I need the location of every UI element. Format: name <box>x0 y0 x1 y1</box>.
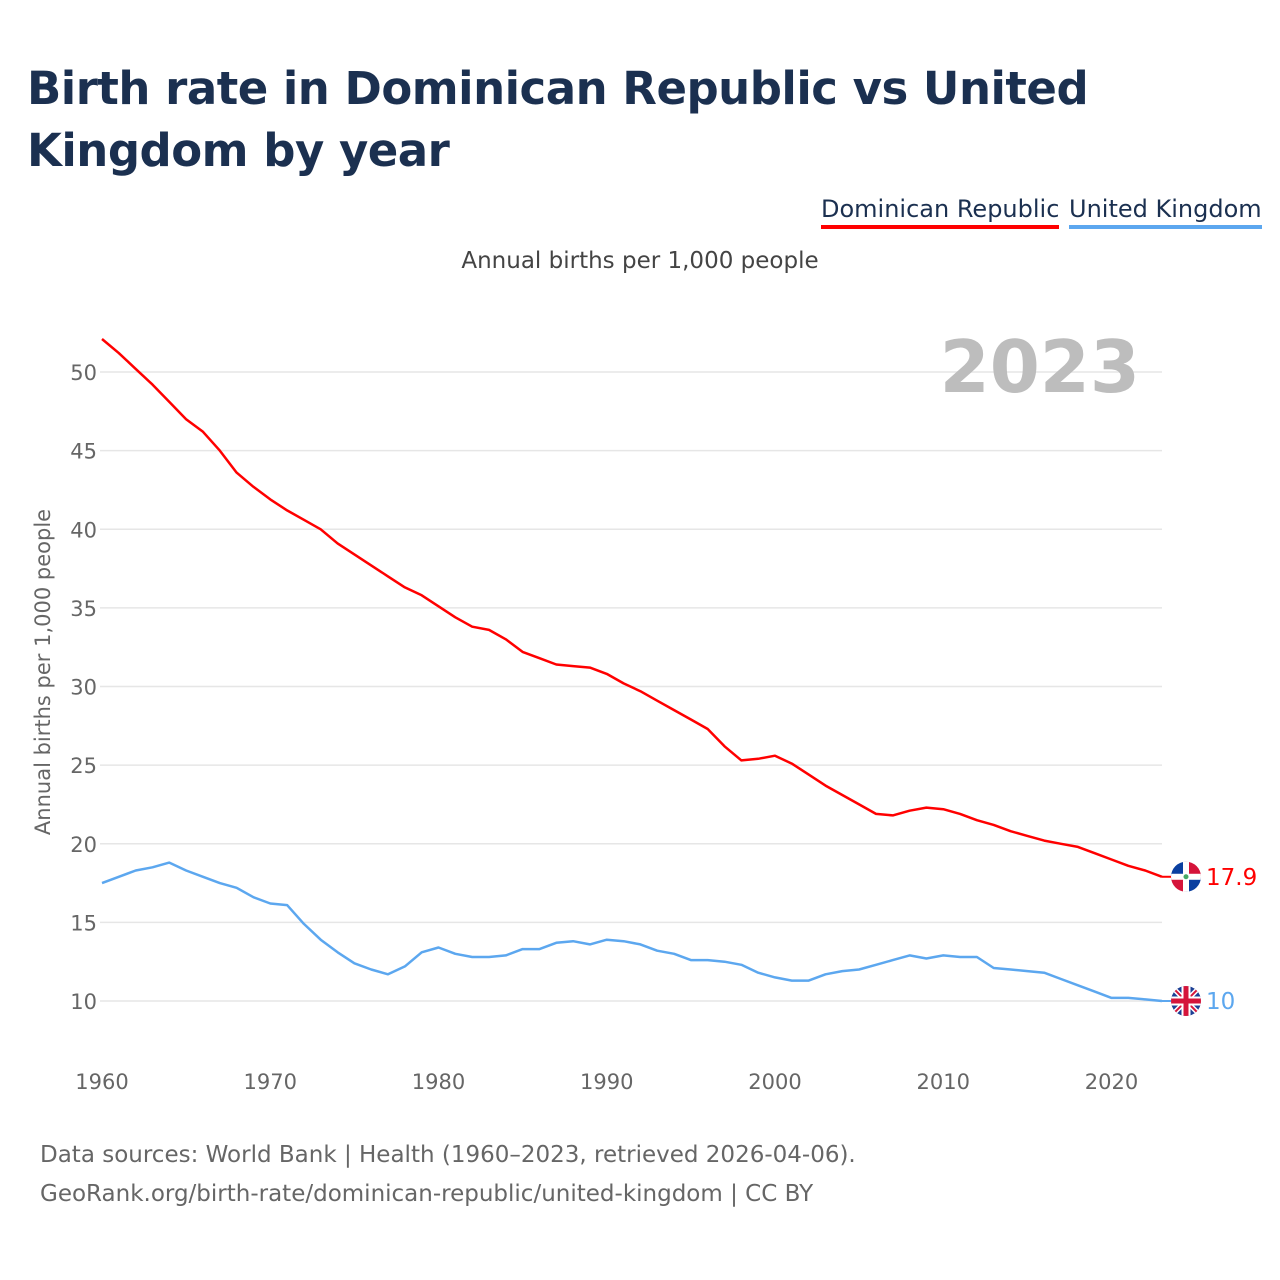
uk-flag-icon <box>1171 986 1201 1016</box>
y-tick-label: 20 <box>70 833 97 857</box>
y-tick-label: 45 <box>70 440 97 464</box>
y-tick-label: 40 <box>70 518 97 542</box>
x-tick-label: 2020 <box>1085 1070 1138 1094</box>
series-line-dominican-republic <box>101 338 1163 878</box>
y-tick-label: 25 <box>70 754 97 778</box>
footer: Data sources: World Bank | Health (1960–… <box>40 1136 856 1214</box>
legend-united-kingdom[interactable]: United Kingdom <box>1069 195 1262 229</box>
dominican-republic-flag-icon <box>1171 861 1201 892</box>
legend-dominican-republic[interactable]: Dominican Republic <box>821 195 1060 229</box>
y-tick-label: 50 <box>70 361 97 385</box>
end-value-label: 10 <box>1206 989 1235 1015</box>
y-tick-label: 10 <box>70 990 97 1014</box>
series-line-united-kingdom <box>101 861 1163 1003</box>
x-tick-label: 1960 <box>75 1070 128 1094</box>
footer-link[interactable]: GeoRank.org/birth-rate/dominican-republi… <box>40 1181 814 1207</box>
x-tick-label: 2000 <box>748 1070 801 1094</box>
chart-title: Birth rate in Dominican Republic vs Unit… <box>27 62 1089 177</box>
y-axis-label: Annual births per 1,000 people <box>31 509 55 835</box>
end-value-label: 17.9 <box>1206 865 1257 891</box>
x-tick-label: 1970 <box>244 1070 297 1094</box>
year-watermark: 2023 <box>940 325 1140 409</box>
footer-sources: Data sources: World Bank | Health (1960–… <box>40 1142 856 1168</box>
x-tick-label: 2010 <box>917 1070 970 1094</box>
x-tick-label: 1980 <box>412 1070 465 1094</box>
y-tick-label: 30 <box>70 676 97 700</box>
x-tick-label: 1990 <box>580 1070 633 1094</box>
y-tick-label: 35 <box>70 597 97 621</box>
y-tick-label: 15 <box>70 911 97 935</box>
chart-subtitle: Annual births per 1,000 people <box>461 248 819 274</box>
